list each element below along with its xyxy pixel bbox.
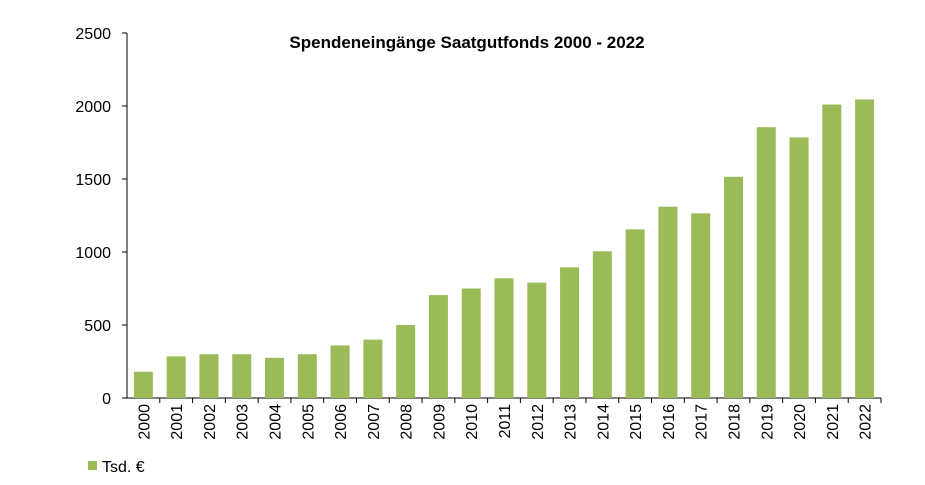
x-tick-label: 2022 xyxy=(858,404,875,440)
bar xyxy=(494,278,514,398)
bar xyxy=(363,339,383,398)
y-tick-label: 1000 xyxy=(75,245,111,262)
bar xyxy=(560,267,580,398)
x-tick-label: 2016 xyxy=(661,404,678,440)
bar xyxy=(461,288,481,398)
x-tick-label: 2012 xyxy=(530,404,547,440)
bar xyxy=(691,213,711,398)
x-tick-label: 2004 xyxy=(268,404,285,440)
bar xyxy=(428,295,448,398)
x-tick-label: 2006 xyxy=(333,404,350,440)
x-tick-label: 2019 xyxy=(759,404,776,440)
bar xyxy=(855,99,875,399)
y-tick-label: 1500 xyxy=(75,172,111,189)
bar xyxy=(756,127,776,399)
bar xyxy=(133,371,153,398)
bar xyxy=(592,251,612,398)
x-tick-label: 2014 xyxy=(595,404,612,440)
bar xyxy=(658,206,678,398)
x-tick-label: 2009 xyxy=(431,404,448,440)
legend: Tsd. € xyxy=(88,459,145,476)
bar xyxy=(330,345,350,398)
bar xyxy=(822,104,842,398)
bar xyxy=(232,354,252,398)
y-axis-ticks: 0 500 1000 1500 2000 2500 xyxy=(75,26,127,408)
x-tick-label: 2002 xyxy=(202,404,219,440)
bar xyxy=(789,137,809,398)
x-tick-label: 2001 xyxy=(169,404,186,440)
x-tick-label: 2008 xyxy=(399,404,416,440)
x-tick-label: 2018 xyxy=(726,404,743,440)
legend-label: Tsd. € xyxy=(102,459,145,476)
bar xyxy=(265,357,285,398)
bar xyxy=(166,356,186,398)
chart-title: Spendeneingänge Saatgutfonds 2000 - 2022 xyxy=(289,33,644,52)
x-tick-label: 2011 xyxy=(497,404,514,439)
y-tick-label: 2500 xyxy=(75,26,111,43)
y-tick-label: 0 xyxy=(102,391,111,408)
x-tick-label: 2005 xyxy=(300,404,317,440)
x-tick-label: 2003 xyxy=(235,404,252,440)
x-tick-label: 2015 xyxy=(628,404,645,440)
x-tick-label: 2021 xyxy=(825,404,842,440)
x-tick-label: 2020 xyxy=(792,404,809,440)
bar xyxy=(527,282,547,398)
y-tick-label: 500 xyxy=(84,318,111,335)
x-tick-label: 2000 xyxy=(136,404,153,440)
bar xyxy=(199,354,219,398)
y-tick-label: 2000 xyxy=(75,99,111,116)
bar xyxy=(297,354,317,398)
bars xyxy=(133,99,875,399)
x-axis-ticks: 2000 2001 2002 2003 2004 2005 2006 2007 2008 2009… xyxy=(136,398,882,440)
bar xyxy=(723,176,743,398)
x-tick-label: 2013 xyxy=(563,404,580,440)
legend-swatch xyxy=(88,461,97,470)
x-tick-label: 2017 xyxy=(694,404,711,440)
x-tick-label: 2007 xyxy=(366,404,383,440)
bar xyxy=(625,229,645,398)
x-tick-label: 2010 xyxy=(464,404,481,440)
bar xyxy=(396,325,416,398)
